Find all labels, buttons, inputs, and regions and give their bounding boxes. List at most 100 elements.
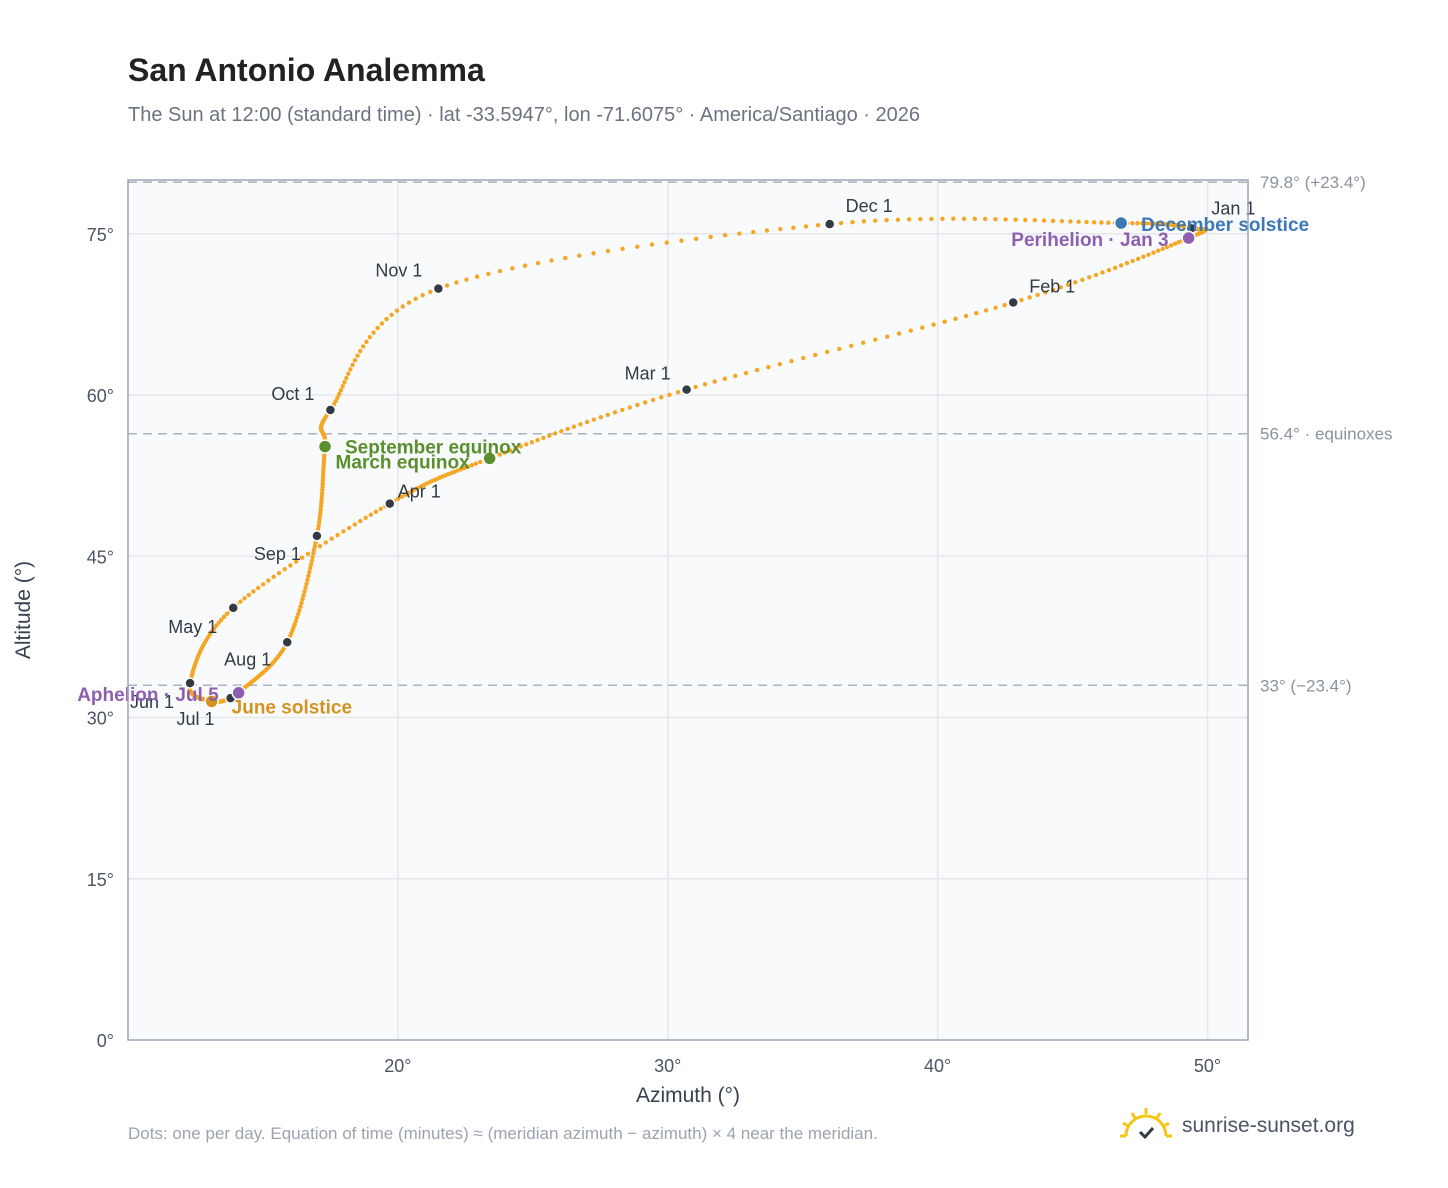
month-label: Nov 1 <box>375 261 422 281</box>
daily-dot <box>464 277 469 282</box>
daily-dot <box>346 525 352 531</box>
daily-dot <box>310 554 315 560</box>
daily-dot <box>1106 267 1112 273</box>
daily-dot <box>406 300 412 305</box>
daily-dot <box>346 371 351 376</box>
y-tick-label: 0° <box>97 1031 114 1051</box>
daily-dot <box>400 304 405 309</box>
daily-dot <box>216 620 221 625</box>
daily-dot <box>982 216 988 222</box>
daily-dot <box>301 593 306 598</box>
daily-dot <box>344 375 349 381</box>
daily-dot <box>591 417 597 422</box>
plot-frame <box>127 179 1249 1041</box>
daily-dot <box>873 337 878 342</box>
daily-dot <box>473 461 479 466</box>
daily-dot <box>219 617 224 622</box>
month-marker <box>680 383 693 396</box>
daily-dot <box>1172 241 1178 246</box>
daily-dot <box>1003 217 1008 222</box>
daily-dot <box>336 391 342 397</box>
daily-dot <box>1023 217 1028 223</box>
daily-dot <box>399 494 404 499</box>
daily-dot <box>1151 250 1156 255</box>
daily-dot <box>1141 254 1146 259</box>
daily-dot <box>221 614 227 620</box>
daily-dot <box>708 234 713 240</box>
daily-dot <box>940 216 945 221</box>
daily-dot <box>319 490 325 496</box>
month-marker <box>1007 296 1019 309</box>
daily-dot <box>513 446 518 451</box>
daily-dot <box>246 592 252 598</box>
x-axis-label: Azimuth (°) <box>635 1084 741 1107</box>
daily-dot <box>224 611 230 617</box>
daily-dot <box>338 388 344 393</box>
daily-dot <box>1080 277 1085 283</box>
sun-logo-icon <box>1120 1108 1172 1140</box>
daily-dot <box>549 258 554 263</box>
daily-dot <box>578 422 583 427</box>
month-marker <box>281 636 293 648</box>
x-tick-label: 30° <box>654 1056 681 1076</box>
reference-line-label: 79.8° (+23.4°) <box>1260 173 1366 192</box>
daily-dot <box>803 224 809 229</box>
y-tick-label: 45° <box>87 547 114 567</box>
month-label: May 1 <box>168 617 217 637</box>
daily-dot <box>777 361 783 367</box>
daily-dot <box>1146 252 1151 257</box>
daily-dot <box>297 608 302 613</box>
daily-dot <box>333 398 338 404</box>
daily-dot <box>318 510 323 515</box>
daily-dot <box>1050 218 1056 224</box>
daily-dot <box>920 325 925 330</box>
daily-dot <box>1032 218 1038 223</box>
daily-dot <box>379 321 385 326</box>
daily-dot <box>908 328 913 333</box>
daily-dot <box>251 589 256 594</box>
brand-logo[interactable]: sunrise-sunset.org <box>1120 1104 1355 1148</box>
daily-dot <box>318 503 324 509</box>
daily-dot <box>242 596 247 601</box>
daily-dot <box>598 415 603 420</box>
daily-dot <box>679 238 684 243</box>
daily-dot <box>323 540 329 545</box>
daily-dot <box>1168 243 1174 248</box>
daily-dot <box>584 419 590 425</box>
daily-dot <box>502 450 508 455</box>
event-label: September equinox <box>345 438 522 459</box>
daily-dot <box>896 331 902 336</box>
daily-dot <box>693 384 698 390</box>
daily-dot <box>309 558 315 563</box>
y-tick-label: 75° <box>87 225 114 245</box>
event-label: Perihelion · Jan 3 <box>1011 230 1168 251</box>
month-marker <box>384 497 396 510</box>
daily-dot <box>1027 295 1032 300</box>
daily-dot <box>1148 221 1153 226</box>
daily-dot <box>906 217 912 222</box>
daily-dot <box>260 582 266 587</box>
event-label: March equinox <box>336 452 471 473</box>
daily-dot <box>294 615 300 620</box>
daily-dot <box>317 543 323 549</box>
daily-dot <box>884 217 889 223</box>
daily-dot <box>553 431 558 436</box>
daily-dot <box>364 339 369 344</box>
daily-dot <box>1076 219 1081 224</box>
daily-dot <box>368 512 374 517</box>
daily-dot <box>1155 221 1160 227</box>
daily-dot <box>522 263 528 268</box>
daily-dot <box>420 292 425 298</box>
daily-dot <box>918 216 923 222</box>
daily-dot <box>1139 221 1145 226</box>
daily-dot <box>465 464 471 469</box>
daily-dot <box>454 280 459 285</box>
daily-dot <box>1099 220 1104 225</box>
daily-dot <box>358 348 363 354</box>
daily-dot <box>1002 302 1007 308</box>
x-tick-label: 50° <box>1194 1056 1221 1076</box>
daily-dot <box>812 352 818 358</box>
daily-dot <box>329 536 334 541</box>
daily-dot <box>1130 220 1135 226</box>
